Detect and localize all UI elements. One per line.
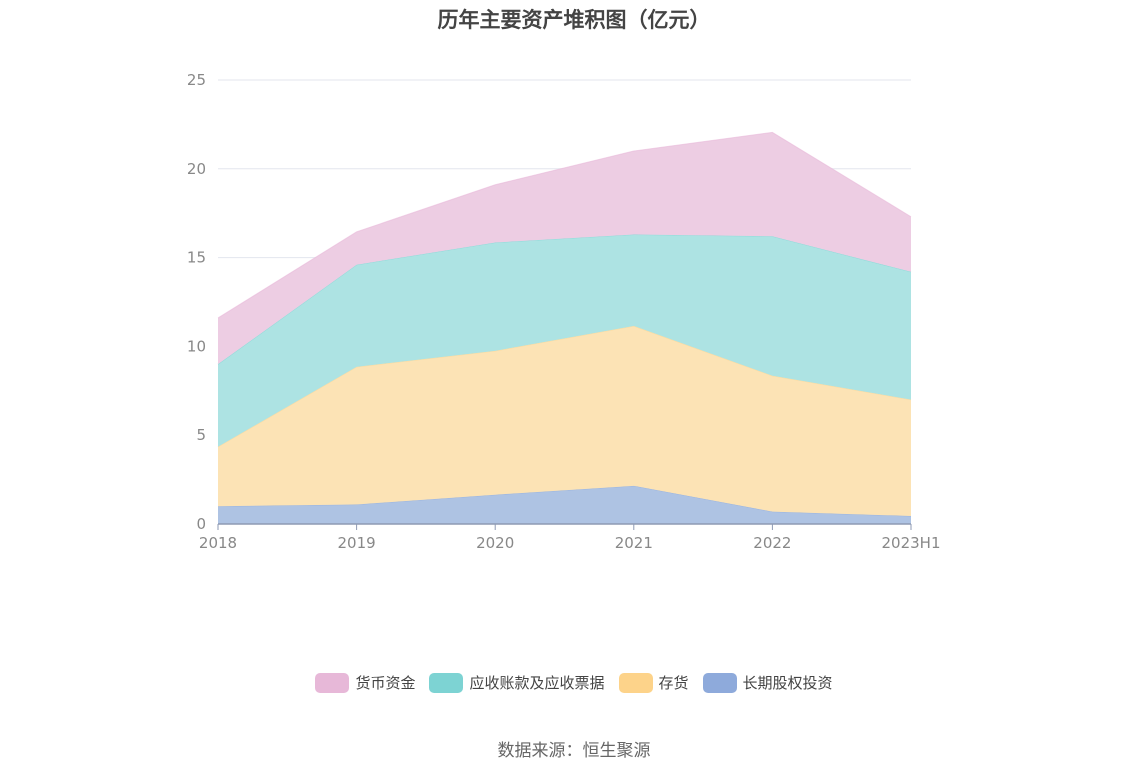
x-tick-label: 2018 [199, 534, 237, 552]
legend-swatch [429, 672, 464, 693]
area-series-0 [218, 485, 911, 524]
legend-swatch [702, 672, 737, 693]
legend-item[interactable]: 货币资金 [315, 672, 415, 693]
y-tick-label: 10 [187, 337, 206, 355]
legend-label: 存货 [658, 674, 689, 692]
y-tick-label: 20 [187, 160, 206, 178]
x-tick-label: 2022 [753, 534, 791, 552]
x-tick-label: 2023H1 [882, 534, 941, 552]
legend-item[interactable]: 存货 [618, 672, 689, 693]
legend-item[interactable]: 应收账款及应收票据 [429, 672, 605, 693]
x-tick-label: 2020 [476, 534, 514, 552]
area-series-1 [218, 325, 911, 517]
legend-label: 长期股权投资 [742, 674, 833, 692]
x-tick-label: 2019 [338, 534, 376, 552]
area-series-2 [218, 234, 911, 447]
legend-swatch [618, 672, 653, 693]
chart-title: 历年主要资产堆积图（亿元） [437, 8, 711, 32]
series-line-3 [217, 131, 912, 319]
legend-item[interactable]: 长期股权投资 [702, 672, 833, 693]
legend-label: 货币资金 [355, 674, 416, 692]
y-tick-label: 25 [187, 71, 206, 89]
y-tick-label: 15 [187, 249, 206, 267]
x-tick-label: 2021 [615, 534, 653, 552]
area-series-3 [218, 132, 911, 365]
y-tick-label: 5 [196, 426, 206, 444]
data-source-note: 数据来源：恒生聚源 [497, 741, 651, 761]
legend-swatch [315, 672, 350, 693]
y-tick-label: 0 [196, 515, 206, 533]
stacked-area-chart: 0 5 10 15 20 25 2018 2019 2020 2021 2022 2023H1 [187, 71, 941, 552]
chart-legend: 货币资金 应收账款及应收票据 存货 长期股权投资 [0, 672, 1148, 693]
legend-label: 应收账款及应收票据 [469, 674, 605, 692]
